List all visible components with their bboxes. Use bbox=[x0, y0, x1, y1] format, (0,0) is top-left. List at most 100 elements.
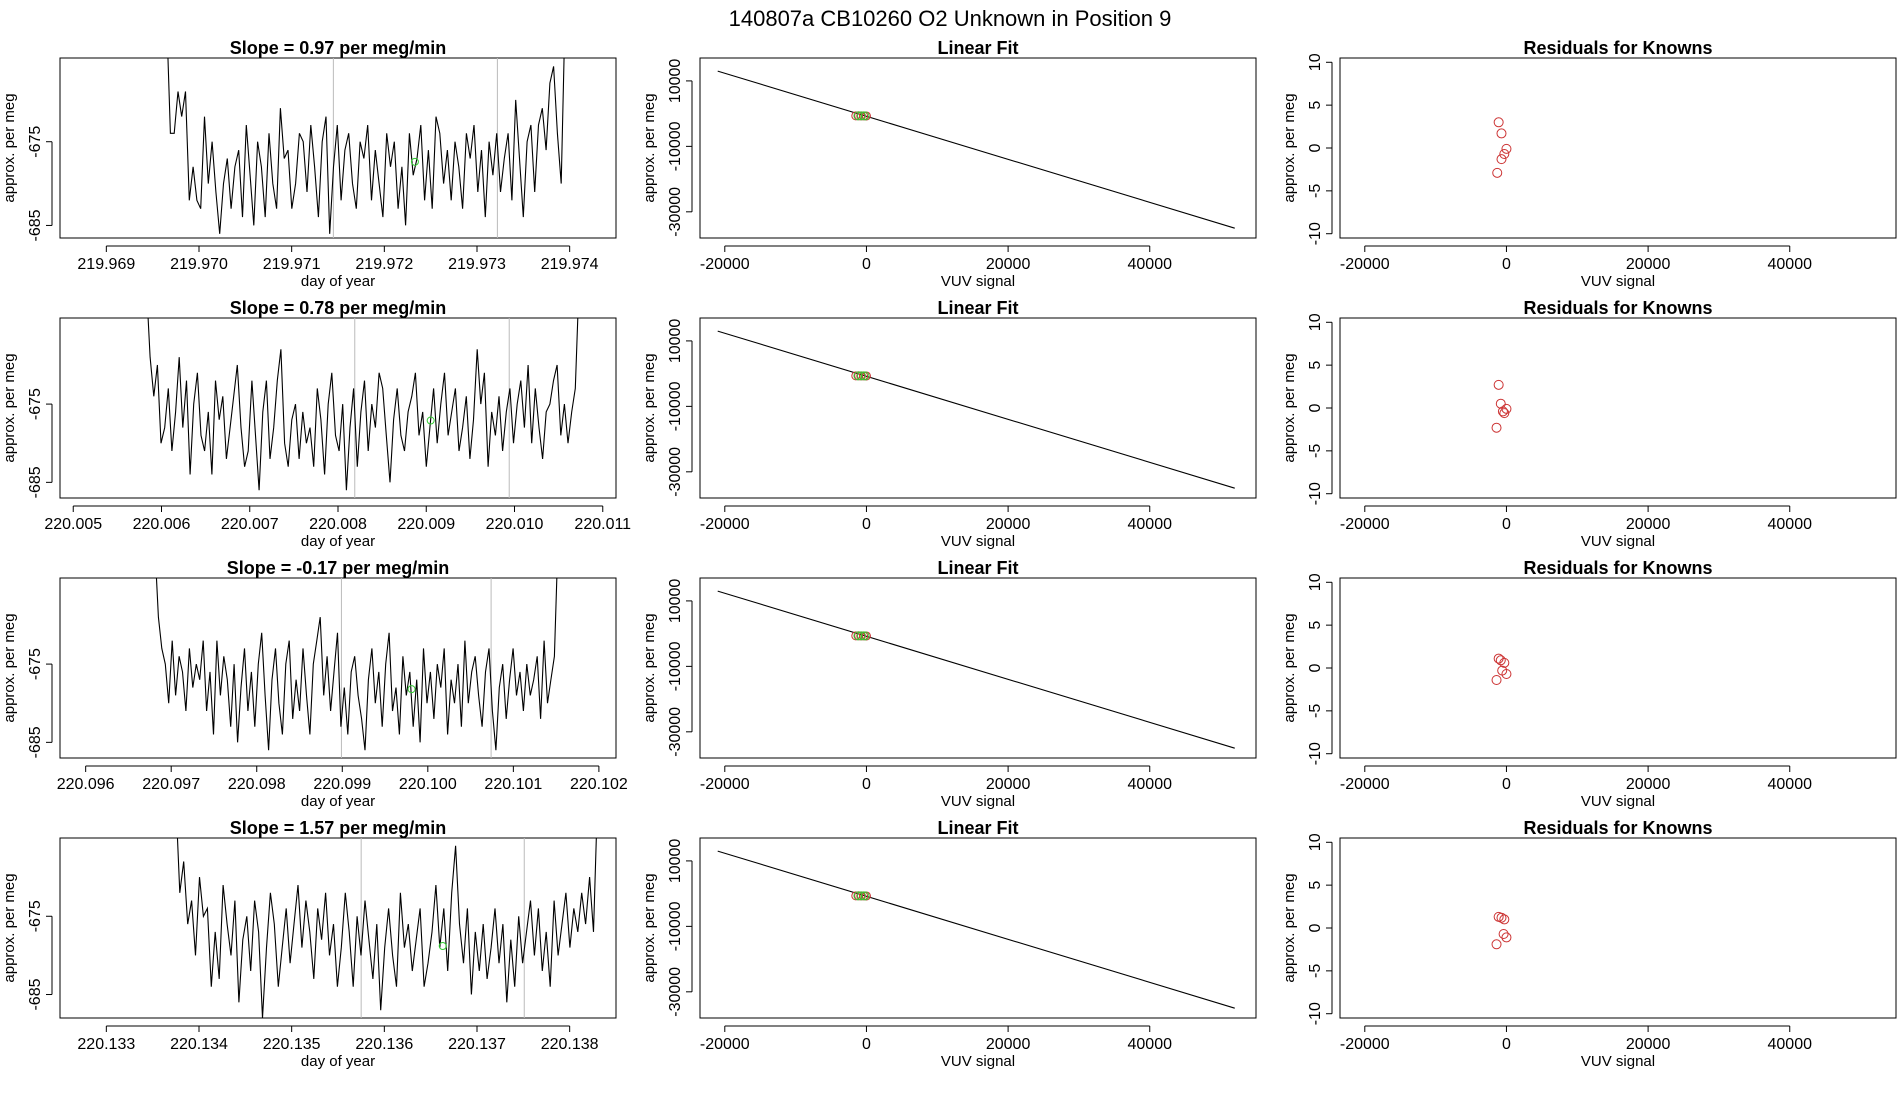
plot-frame bbox=[699, 837, 1257, 1019]
residual-point bbox=[1501, 669, 1512, 679]
y-axis-label: approx. per meg bbox=[1, 873, 18, 982]
x-tick-label: 0 bbox=[862, 776, 871, 793]
x-axis-label: day of year bbox=[301, 1053, 375, 1070]
x-tick-label: 20000 bbox=[1626, 256, 1671, 273]
x-tick-label: 220.010 bbox=[486, 516, 544, 533]
x-axis-label: VUV signal bbox=[1581, 533, 1655, 550]
signal-trace bbox=[147, 318, 579, 491]
x-tick-label: 220.133 bbox=[77, 1036, 135, 1053]
y-tick-label: -10000 bbox=[667, 381, 684, 431]
unknown-point bbox=[860, 631, 870, 641]
unknown-point bbox=[860, 891, 870, 901]
x-axis-label: VUV signal bbox=[1581, 273, 1655, 290]
unknown-point bbox=[856, 891, 866, 901]
residual-point bbox=[1491, 422, 1502, 433]
plot-frame bbox=[1339, 317, 1897, 499]
residual-point bbox=[1495, 398, 1506, 409]
panel-title: Residuals for Knowns bbox=[1523, 558, 1712, 578]
y-axis-label: approx. per meg bbox=[641, 353, 658, 462]
plot-frame bbox=[59, 57, 617, 239]
x-tick-label: 220.102 bbox=[570, 776, 628, 793]
residual-point bbox=[1497, 406, 1508, 417]
unknown-point bbox=[860, 371, 870, 381]
signal-trace bbox=[155, 578, 558, 751]
x-tick-label: 20000 bbox=[1626, 776, 1671, 793]
residual-point bbox=[1501, 143, 1512, 154]
plot-frame bbox=[1339, 837, 1897, 1019]
plot-frame bbox=[59, 837, 617, 1019]
x-tick-label: 40000 bbox=[1768, 776, 1813, 793]
panel-row3-timeseries: Slope = -0.17 per meg/min 220.096 220.097 2… bbox=[1, 558, 628, 810]
residual-point bbox=[1496, 128, 1507, 139]
plot-area bbox=[1491, 911, 1512, 950]
x-tick-label: -20000 bbox=[1340, 516, 1390, 533]
x-tick-label: 20000 bbox=[986, 516, 1031, 533]
x-tick-label: -20000 bbox=[1340, 776, 1390, 793]
residual-point bbox=[1499, 657, 1510, 668]
x-axis-label: VUV signal bbox=[941, 1053, 1015, 1070]
panel-title: Residuals for Knowns bbox=[1523, 298, 1712, 318]
y-tick-label: 0 bbox=[1307, 663, 1324, 672]
residual-point bbox=[1493, 117, 1504, 128]
y-axis-label: approx. per meg bbox=[1, 353, 18, 462]
x-tick-label: 20000 bbox=[986, 776, 1031, 793]
unknown-mean-point bbox=[426, 416, 435, 425]
x-tick-label: 219.970 bbox=[170, 256, 228, 273]
panel-title: Residuals for Knowns bbox=[1523, 38, 1712, 58]
y-tick-label: -10000 bbox=[667, 901, 684, 951]
x-tick-label: 219.972 bbox=[355, 256, 413, 273]
y-tick-label: -30000 bbox=[667, 967, 684, 1017]
panel-row1-residuals: Residuals for Knowns -20000 0 20000 40000 VUV… bbox=[1281, 38, 1897, 290]
plot-area bbox=[155, 578, 558, 758]
y-tick-label: 10 bbox=[1307, 313, 1324, 331]
plot-area bbox=[1491, 653, 1512, 685]
x-tick-label: 220.011 bbox=[574, 516, 631, 533]
plot-frame bbox=[699, 57, 1257, 239]
x-tick-label: 40000 bbox=[1768, 1036, 1813, 1053]
panel-row3-residuals: Residuals for Knowns -20000 0 20000 40000 VUV… bbox=[1281, 558, 1897, 810]
panel-row2-residuals: Residuals for Knowns -20000 0 20000 40000 VUV… bbox=[1281, 298, 1897, 550]
fit-line bbox=[717, 590, 1235, 749]
x-tick-label: 220.007 bbox=[221, 516, 279, 533]
x-axis-label: VUV signal bbox=[941, 273, 1015, 290]
unknown-mean-point bbox=[438, 942, 447, 950]
x-tick-label: 0 bbox=[862, 256, 871, 273]
x-tick-label: 40000 bbox=[1128, 256, 1173, 273]
y-tick-label: 10000 bbox=[667, 839, 684, 884]
plot-area bbox=[1491, 379, 1512, 433]
x-tick-label: 219.971 bbox=[263, 256, 321, 273]
x-tick-label: 219.973 bbox=[448, 256, 506, 273]
x-tick-label: -20000 bbox=[700, 1036, 750, 1053]
panel-title: Linear Fit bbox=[937, 38, 1018, 58]
x-tick-label: 20000 bbox=[986, 1036, 1031, 1053]
fit-line bbox=[717, 850, 1235, 1009]
plot-area bbox=[1492, 117, 1512, 178]
x-tick-label: 0 bbox=[1502, 256, 1511, 273]
y-axis-label: approx. per meg bbox=[1281, 93, 1298, 202]
residual-point bbox=[1492, 167, 1503, 178]
y-axis-label: approx. per meg bbox=[641, 613, 658, 722]
x-tick-label: -20000 bbox=[700, 256, 750, 273]
y-tick-label: 10000 bbox=[667, 319, 684, 364]
signal-trace bbox=[167, 58, 565, 234]
plot-frame bbox=[59, 577, 617, 759]
plot-frame bbox=[699, 317, 1257, 499]
y-tick-label: -30000 bbox=[667, 187, 684, 237]
x-tick-label: 220.096 bbox=[57, 776, 115, 793]
x-tick-label: 0 bbox=[1502, 516, 1511, 533]
y-tick-label: -10 bbox=[1307, 1002, 1324, 1025]
x-tick-label: 219.974 bbox=[541, 256, 599, 273]
x-axis-label: VUV signal bbox=[941, 533, 1015, 550]
panel-row4-fit: Linear Fit -20000 0 20000 40000 VUV signal 100… bbox=[641, 818, 1257, 1070]
y-tick-label: -675 bbox=[27, 648, 44, 680]
x-tick-label: 220.101 bbox=[484, 776, 542, 793]
y-axis-label: approx. per meg bbox=[1281, 613, 1298, 722]
panel-title: Slope = 0.78 per meg/min bbox=[230, 298, 447, 318]
x-tick-label: 40000 bbox=[1128, 776, 1173, 793]
x-tick-label: 220.099 bbox=[313, 776, 371, 793]
x-tick-label: 0 bbox=[862, 516, 871, 533]
y-tick-label: -685 bbox=[27, 726, 44, 758]
plot-area bbox=[167, 58, 565, 238]
unknown-point bbox=[856, 371, 866, 381]
y-tick-label: -685 bbox=[27, 209, 44, 241]
